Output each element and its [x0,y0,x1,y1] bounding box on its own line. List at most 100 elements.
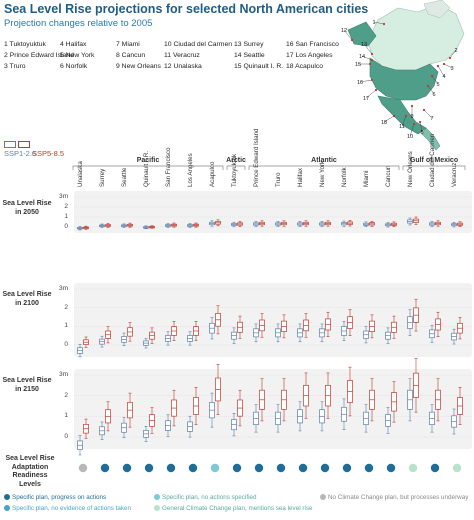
region-label: Arctic [226,157,246,164]
chart-subtitle: Projection changes relative to 2005 [4,18,153,29]
map-city-number: 2 [454,48,457,54]
city-list-item: 13 Surrey [234,41,264,48]
map-city-marker [368,62,372,66]
readiness-dot [408,463,418,473]
map-city-number: 12 [341,28,347,34]
readiness-dot [342,463,352,473]
readiness-legend-item: General Climate Change plan, mentions se… [154,505,313,512]
map-city-marker [350,38,354,42]
city-list-item: 6 Norfolk [60,63,88,70]
y-tick-label: 1 [64,322,68,330]
map-city-marker [382,22,386,26]
ssp126-label: SSP1-2.6 [4,149,37,158]
readiness-legend-item: Specific plan, progress on actions [4,494,106,501]
map-leader-line [419,121,423,133]
map-city-number: 1 [372,20,375,26]
y-tick-label: 0 [64,223,68,230]
readiness-dot-icon [154,505,160,512]
city-list-item: 12 Unalaska [164,63,202,70]
map-city-marker [370,78,374,82]
city-list-item: 8 Cancun [116,52,146,59]
map-city-marker [370,58,374,62]
map-leader-line [409,123,415,137]
readiness-row-label: Sea Level Rise Adaptation Readiness Leve… [5,455,55,488]
y-tick-label: 2 [64,203,68,210]
canada-region [367,3,465,71]
city-list-item: 15 Quinault I. R. [234,63,284,70]
map-city-number: 10 [407,134,413,140]
y-tick-label: 1 [64,412,68,420]
usa-region [369,57,439,101]
panel-row-label: Sea Level Rise in 2050 [2,200,52,216]
y-tick-label: 1 [64,213,68,220]
readiness-dot [276,463,286,473]
map-leader-line [343,29,353,41]
readiness-dot [100,463,110,473]
map-city-marker [374,88,378,92]
readiness-legend-label: Specific plan, progress on actions [12,494,107,501]
city-list-item: 3 Truro [4,63,26,70]
readiness-dot [254,463,264,473]
map-leader-line [363,43,373,55]
map-leader-line [401,115,407,127]
map-leader-line [359,79,373,83]
region-label: Gulf of Mexico [409,157,459,164]
map-city-marker [426,84,430,88]
central-america-region [421,127,441,151]
readiness-dot [430,463,440,473]
map-city-marker [410,104,414,108]
city-list-item: 5 New York [60,52,95,59]
map-leader-line [431,75,439,85]
city-list-item: 11 Veracruz [164,52,200,59]
y-tick-label: 2 [64,391,68,399]
region-bracket [402,165,466,170]
map-city-marker [392,114,396,118]
readiness-dot [386,463,396,473]
ssp585-swatch-icon [18,141,30,148]
city-list-item: 16 San Francisco [286,41,339,48]
map-city-number: 9 [410,114,413,120]
readiness-dot [78,463,88,473]
readiness-dot-icon [320,494,326,501]
map-city-marker [370,52,374,56]
map-city-marker [430,74,434,78]
panel-background [74,369,472,449]
panel-background [74,191,472,233]
city-list-item: 9 New Orleans [116,63,161,70]
readiness-legend-item: No Climate Change plan, but processes un… [320,494,468,501]
map-city-number: 4 [442,74,445,80]
city-list-item: 2 Prince Edward Island [4,52,74,59]
y-tick-label: 2 [64,303,68,311]
map-city-marker [442,62,446,66]
map-leader-line [443,63,453,69]
map-city-marker [422,108,426,112]
map-leader-line [383,115,395,123]
map-city-number: 14 [359,54,365,60]
map-city-number: 5 [436,82,439,88]
map-city-number: 3 [450,66,453,72]
map-city-marker [436,64,440,68]
map-city-marker [404,114,408,118]
city-list-item: 10 Ciudad del Carmen [164,41,233,48]
y-tick-label: 3m [58,285,68,292]
map-city-marker [448,56,452,60]
panel-row-label: Sea Level Rise in 2100 [2,291,52,307]
region-bracket [72,165,224,170]
city-list-item: 7 Miami [116,41,140,48]
city-list-item: 4 Halifax [60,41,87,48]
map-city-number: 17 [363,96,369,102]
map-city-number: 15 [355,62,361,68]
readiness-legend-label: Specific plan, no actions specified [162,494,257,501]
readiness-dot [320,463,330,473]
readiness-legend-label: No Climate Change plan, but processes un… [328,494,469,501]
greenland-region [423,0,451,19]
map-leader-line [449,49,457,59]
map-city-number: 7 [430,116,433,122]
city-list-item: 18 Acapulco [286,63,324,70]
map-leader-line [437,65,445,77]
y-tick-label: 0 [64,433,68,440]
map-city-marker [418,120,422,124]
region-label: Pacific [136,157,160,164]
readiness-dot [188,463,198,473]
